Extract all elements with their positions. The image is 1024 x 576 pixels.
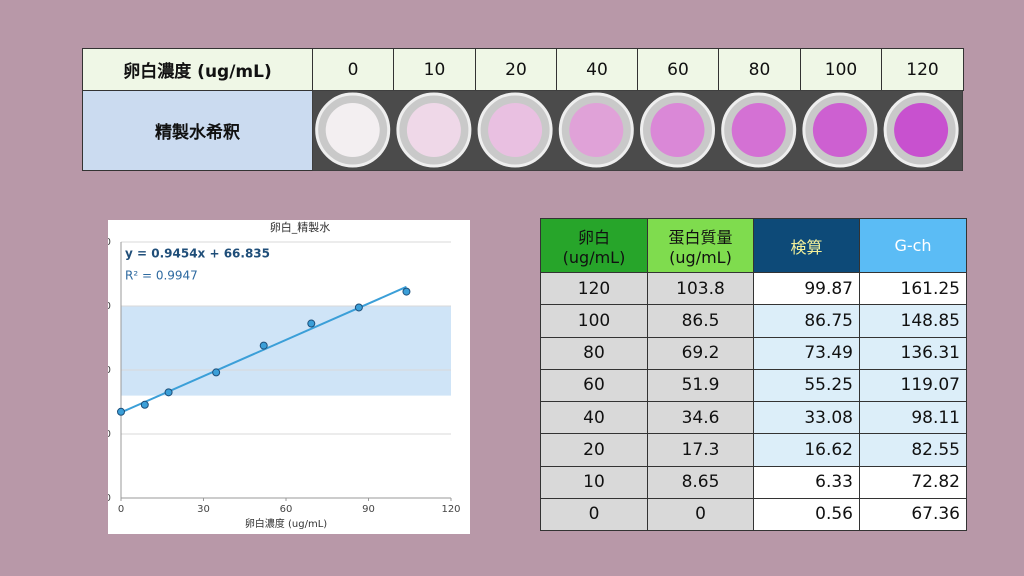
table-cell: 16.62 (753, 433, 860, 467)
table-cell: 98.11 (859, 401, 967, 435)
table-cell: 67.36 (859, 497, 967, 531)
r-squared: R² = 0.9947 (125, 269, 198, 283)
table-cell: 99.87 (753, 272, 860, 306)
table-header: 卵白 (ug/mL) (540, 218, 648, 273)
well (894, 103, 949, 157)
x-tick-label: 30 (197, 504, 210, 515)
table-cell: 40 (540, 401, 648, 435)
y-tick-label: 0 (108, 493, 111, 504)
table-cell: 73.49 (753, 336, 860, 370)
concentration-header: 80 (718, 48, 801, 91)
header-text: G-ch (894, 236, 932, 255)
x-tick-label: 0 (118, 504, 124, 515)
table-cell: 20 (540, 433, 648, 467)
y-tick-label: 200 (108, 237, 111, 248)
concentration-header: 60 (637, 48, 719, 91)
table-cell: 148.85 (859, 304, 967, 338)
header-text: 卵白 (577, 228, 610, 247)
y-tick-label: 50 (108, 429, 111, 440)
well (569, 103, 624, 157)
header-text: (ug/mL) (562, 248, 626, 267)
x-tick-label: 120 (441, 504, 460, 515)
header-label: 卵白濃度 (ug/mL) (82, 48, 313, 91)
y-tick-label: 150 (108, 301, 111, 312)
well (325, 103, 380, 157)
concentration-header: 0 (312, 48, 394, 91)
table-cell: 6.33 (753, 465, 860, 499)
table-cell: 86.75 (753, 304, 860, 338)
point (140, 400, 149, 409)
concentration-header: 40 (556, 48, 638, 91)
header-text: 蛋白質量 (668, 228, 733, 247)
table-cell: 69.2 (647, 336, 754, 370)
point (402, 287, 411, 296)
chart-title: 卵白_精製水 (270, 220, 331, 234)
y-tick-label: 100 (108, 365, 111, 376)
table-cell: 72.82 (859, 465, 967, 499)
table-cell: 34.6 (647, 401, 754, 435)
point (307, 319, 316, 328)
table-cell: 10 (540, 465, 648, 499)
table-cell: 0 (540, 497, 648, 531)
chart: 卵白_精製水 卵白濃度 (ug/mL) 0 50 100 150 200 0 30 60 90 1… (108, 220, 470, 534)
x-tick-label: 60 (280, 504, 293, 515)
concentration-header: 120 (881, 48, 964, 91)
well (650, 103, 705, 157)
table-cell: 0 (647, 497, 754, 531)
well (731, 103, 786, 157)
table-header: G-ch (859, 218, 967, 273)
table-cell: 119.07 (859, 368, 967, 402)
table-cell: 17.3 (647, 433, 754, 467)
table-cell: 86.5 (647, 304, 754, 338)
well (406, 103, 461, 157)
table-cell: 0.56 (753, 497, 860, 531)
header-text: (ug/mL) (669, 248, 732, 267)
point (164, 388, 173, 397)
row-label: 精製水希釈 (82, 90, 313, 171)
point (259, 341, 268, 350)
well (812, 103, 867, 157)
x-tick-label: 90 (362, 504, 375, 515)
wells-photo (312, 90, 963, 171)
table-cell: 55.25 (753, 368, 860, 402)
point (117, 407, 125, 416)
point (354, 303, 363, 312)
table-cell: 82.55 (859, 433, 967, 467)
table-cell: 60 (540, 368, 648, 402)
point (212, 368, 221, 377)
table-cell: 120 (540, 272, 648, 306)
table-header: 蛋白質量 (ug/mL) (647, 218, 754, 273)
trendline-equation: y = 0.9454x + 66.835 (125, 247, 270, 261)
concentration-header: 20 (475, 48, 557, 91)
concentration-header: 100 (800, 48, 882, 91)
table-cell: 103.8 (647, 272, 754, 306)
table-header: 検算 (753, 218, 860, 273)
table-cell: 33.08 (753, 401, 860, 435)
well (488, 103, 543, 157)
header-text: 検算 (790, 237, 823, 257)
table-cell: 136.31 (859, 336, 967, 370)
table-cell: 8.65 (647, 465, 754, 499)
table-cell: 161.25 (859, 272, 967, 306)
x-axis-label: 卵白濃度 (ug/mL) (245, 517, 327, 530)
table-cell: 51.9 (647, 368, 754, 402)
table-cell: 100 (540, 304, 648, 338)
concentration-header: 10 (393, 48, 476, 91)
table-cell: 80 (540, 336, 648, 370)
band (121, 306, 451, 396)
